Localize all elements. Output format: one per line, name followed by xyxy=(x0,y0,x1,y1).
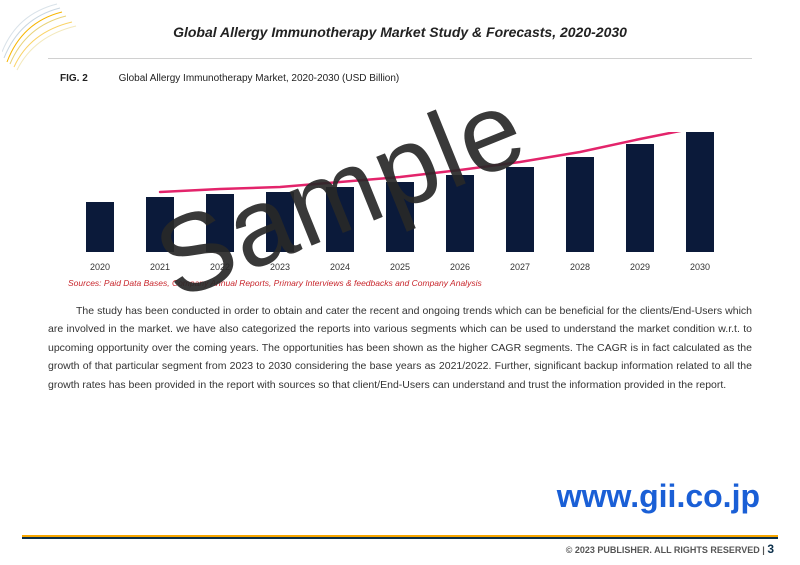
x-axis-label: 2026 xyxy=(430,262,490,272)
bar-slot xyxy=(490,167,550,252)
x-axis-label: 2029 xyxy=(610,262,670,272)
bar xyxy=(206,194,234,252)
x-axis-label: 2025 xyxy=(370,262,430,272)
body-paragraph: The study has been conducted in order to… xyxy=(48,302,752,394)
x-axis-label: 2022 xyxy=(190,262,250,272)
bar xyxy=(686,132,714,252)
bar-slot xyxy=(190,194,250,252)
chart-x-labels: 2020202120222023202420252026202720282029… xyxy=(70,262,730,272)
bar-chart: 2020202120222023202420252026202720282029… xyxy=(70,112,730,272)
bar xyxy=(86,202,114,252)
bar-slot xyxy=(430,175,490,252)
bar xyxy=(266,192,294,252)
document-page: Global Allergy Immunotherapy Market Stud… xyxy=(0,0,800,565)
watermark-url: www.gii.co.jp xyxy=(557,478,760,515)
bar-slot xyxy=(670,132,730,252)
x-axis-label: 2027 xyxy=(490,262,550,272)
footer: © 2023 PUBLISHER. ALL RIGHTS RESERVED | … xyxy=(566,542,774,556)
bar xyxy=(506,167,534,252)
x-axis-label: 2021 xyxy=(130,262,190,272)
figure-caption-text: Global Allergy Immunotherapy Market, 202… xyxy=(119,73,400,84)
bar-slot xyxy=(610,144,670,252)
bar-slot xyxy=(250,192,310,252)
chart-sources: Sources: Paid Data Bases, Company Annual… xyxy=(68,278,732,288)
x-axis-label: 2030 xyxy=(670,262,730,272)
divider-bottom xyxy=(0,535,800,539)
x-axis-label: 2024 xyxy=(310,262,370,272)
bar xyxy=(146,197,174,252)
bar xyxy=(626,144,654,252)
figure-label: FIG. 2 xyxy=(60,73,88,84)
bar xyxy=(566,157,594,252)
corner-swirl-decoration xyxy=(2,2,92,72)
bar-slot xyxy=(70,202,130,252)
footer-copyright: © 2023 PUBLISHER. ALL RIGHTS RESERVED | xyxy=(566,545,765,555)
chart-bars-container xyxy=(70,132,730,252)
bar xyxy=(446,175,474,252)
bar xyxy=(326,187,354,252)
page-title: Global Allergy Immunotherapy Market Stud… xyxy=(0,0,800,50)
x-axis-label: 2023 xyxy=(250,262,310,272)
bar-slot xyxy=(130,197,190,252)
bar-slot xyxy=(550,157,610,252)
bar-slot xyxy=(310,187,370,252)
bar xyxy=(386,182,414,252)
x-axis-label: 2020 xyxy=(70,262,130,272)
bar-slot xyxy=(370,182,430,252)
x-axis-label: 2028 xyxy=(550,262,610,272)
divider-top xyxy=(48,58,752,59)
figure-caption-row: FIG. 2 Global Allergy Immunotherapy Mark… xyxy=(60,73,752,84)
page-number: 3 xyxy=(767,542,774,556)
